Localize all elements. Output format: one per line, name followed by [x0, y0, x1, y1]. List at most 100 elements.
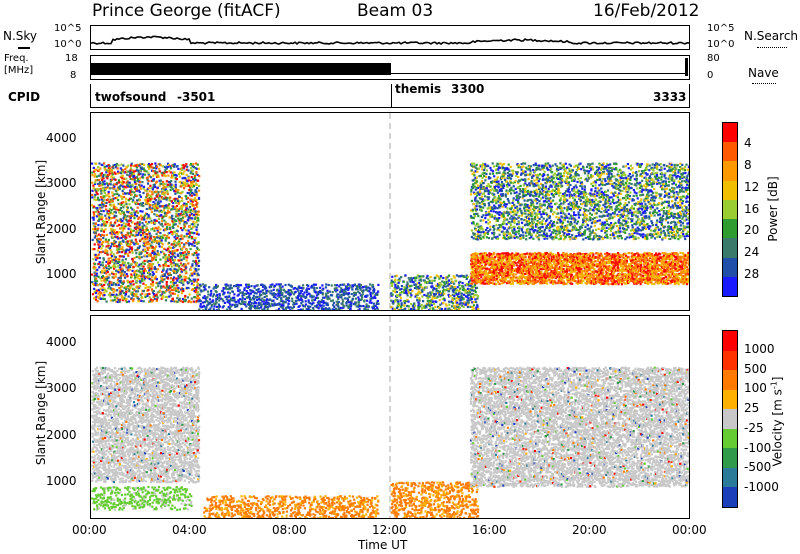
- data-cell: [138, 181, 141, 184]
- data-cell: [179, 288, 183, 291]
- data-cell: [287, 305, 290, 308]
- data-cell: [126, 208, 129, 211]
- data-cell: [114, 178, 117, 181]
- data-cell: [97, 210, 100, 213]
- data-cell: [417, 290, 420, 293]
- data-cell: [512, 273, 515, 276]
- data-cell: [133, 165, 136, 168]
- data-cell: [194, 178, 197, 181]
- data-cell: [563, 260, 566, 263]
- data-cell: [300, 299, 304, 302]
- data-cell: [569, 277, 573, 281]
- data-cell: [152, 258, 155, 261]
- data-cell: [366, 304, 370, 307]
- data-cell: [520, 269, 523, 272]
- data-cell: [148, 239, 151, 242]
- data-cell: [115, 262, 118, 265]
- data-cell: [172, 201, 175, 205]
- data-cell: [94, 266, 97, 269]
- data-cell: [535, 253, 538, 256]
- data-cell: [157, 226, 160, 229]
- data-cell: [143, 218, 146, 221]
- data-cell: [156, 296, 159, 299]
- data-cell: [136, 279, 139, 282]
- data-cell: [187, 236, 191, 239]
- data-cell: [144, 277, 147, 280]
- data-cell: [118, 243, 121, 246]
- data-cell: [113, 185, 116, 188]
- data-cell: [493, 257, 496, 260]
- data-cell: [135, 194, 138, 198]
- data-cell: [358, 298, 361, 301]
- data-cell: [99, 287, 102, 290]
- data-cell: [481, 252, 484, 255]
- data-cell: [416, 293, 419, 296]
- beam-title: Beam 03: [357, 1, 433, 21]
- data-cell: [150, 241, 153, 244]
- data-cell: [569, 267, 572, 270]
- data-cell: [139, 172, 142, 176]
- data-cell: [460, 292, 463, 295]
- data-cell: [562, 255, 565, 258]
- data-cell: [130, 263, 133, 266]
- data-cell: [105, 233, 108, 236]
- data-cell: [126, 192, 129, 195]
- data-cell: [112, 167, 115, 170]
- data-cell: [162, 188, 165, 191]
- data-cell: [168, 181, 172, 184]
- data-cell: [302, 305, 305, 308]
- data-cell: [189, 274, 192, 277]
- data-cell: [93, 169, 97, 172]
- data-cell: [197, 264, 200, 268]
- data-cell: [185, 202, 188, 206]
- data-cell: [214, 302, 217, 306]
- data-cell: [218, 305, 221, 308]
- data-cell: [163, 188, 166, 191]
- data-cell: [162, 215, 165, 218]
- data-cell: [170, 183, 173, 186]
- data-cell: [514, 254, 517, 257]
- data-cell: [130, 297, 133, 300]
- data-cell: [121, 272, 124, 275]
- data-cell: [117, 250, 120, 254]
- data-cell: [282, 308, 285, 310]
- data-cell: [193, 193, 196, 196]
- data-cell: [289, 284, 292, 287]
- data-cell: [123, 271, 126, 274]
- data-cell: [570, 275, 573, 278]
- data-cell: [357, 301, 361, 304]
- data-cell: [101, 275, 105, 278]
- data-cell: [463, 275, 466, 278]
- data-cell: [138, 190, 141, 193]
- data-cell: [184, 251, 187, 254]
- data-cell: [459, 302, 462, 305]
- data-cell: [202, 289, 205, 292]
- data-cell: [215, 309, 218, 310]
- data-cell: [104, 280, 107, 283]
- data-cell: [398, 308, 401, 310]
- data-cell: [170, 262, 173, 265]
- data-cell: [124, 171, 127, 174]
- data-cell: [524, 253, 527, 256]
- data-cell: [196, 223, 199, 226]
- data-cell: [100, 209, 103, 213]
- data-cell: [471, 301, 474, 304]
- data-cell: [166, 228, 169, 231]
- data-cell: [154, 254, 157, 257]
- data-cell: [399, 291, 402, 295]
- data-cell: [524, 280, 527, 283]
- data-cell: [195, 286, 199, 289]
- data-cell: [175, 241, 178, 245]
- data-cell: [350, 302, 353, 305]
- data-cell: [271, 292, 274, 295]
- data-cell: [172, 163, 175, 167]
- data-cell: [140, 270, 143, 273]
- data-cell: [104, 238, 107, 241]
- data-cell: [158, 242, 161, 245]
- data-cell: [173, 184, 176, 187]
- data-cell: [145, 275, 148, 279]
- data-cell: [345, 288, 348, 291]
- data-cell: [96, 193, 99, 196]
- data-cell: [416, 274, 419, 277]
- data-cell: [518, 262, 521, 265]
